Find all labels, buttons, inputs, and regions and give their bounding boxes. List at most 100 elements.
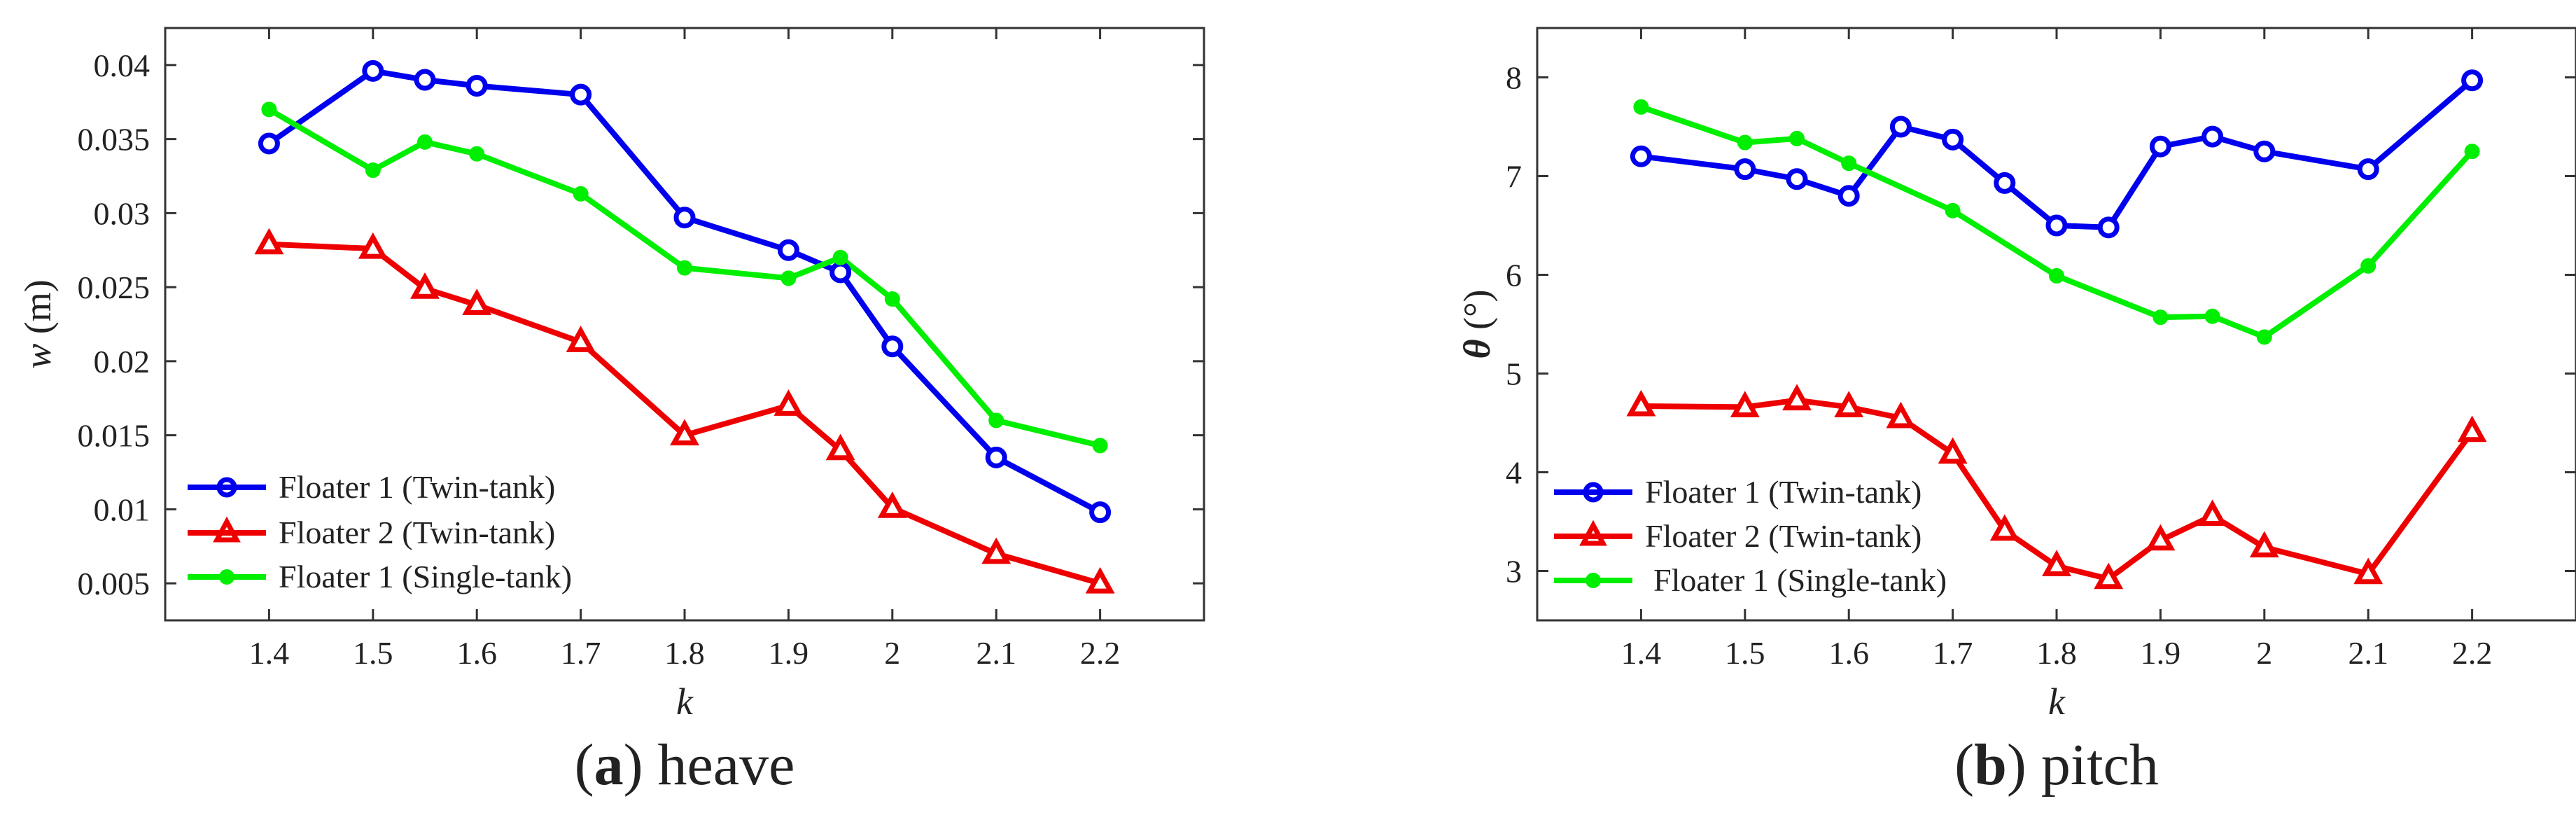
pitch-ytick-label: 6 [1506,258,1522,293]
heave-legend: Floater 1 (Twin-tank) Floater 2 (Twin-ta… [188,469,572,594]
pitch-legend-label-3: Floater 1 (Single-tank) [1653,562,1947,598]
heave-legend-marker-3 [219,569,234,585]
heave-series-2-point [566,326,596,352]
pitch-caption-label: pitch [2041,732,2159,797]
pitch-legend-marker-1 [1583,482,1604,503]
heave-x-axis-label: k [676,681,694,723]
pitch-legend-marker-3 [1586,573,1601,588]
heave-ytick-label: 0.04 [94,48,150,83]
pitch-series-2-point [2094,562,2124,590]
heave-series-2-point [462,288,492,316]
pitch-legend-marker-2 [1579,520,1607,546]
heave-series-2-point [877,492,907,518]
pitch-xtick-label: 1.4 [1621,635,1662,671]
pitch-legend-label-1: Floater 1 (Twin-tank) [1645,474,1921,510]
heave-y-axis-unit: (m) [17,279,59,343]
heave-xtick-label: 2 [884,635,900,671]
heave-series-2-point [774,389,804,416]
pitch-xtick-label: 1.8 [2036,635,2077,671]
heave-series-1-point [830,261,852,284]
heave-series-1-point [985,446,1007,468]
heave-series-2-point [254,228,284,255]
pitch-xtick-label: 2 [2256,635,2272,671]
heave-series-group [254,60,1115,594]
heave-xtick-label: 1.7 [561,635,601,671]
heave-plot-area [164,27,1205,622]
heave-series-3-point [780,270,797,286]
pitch-series-2-point [2197,499,2227,527]
pitch-legend-entry-2: Floater 2 (Twin-tank) [1554,518,1921,554]
heave-xtick-label: 1.5 [353,635,393,671]
heave-series-1-point [777,239,799,261]
heave-series-1-point [362,60,384,82]
pitch-y-axis-variable: θ [1456,340,1498,359]
heave-legend-entry-3: Floater 1 (Single-tank) [188,559,572,594]
pitch-series-3-point [2464,144,2480,160]
pitch-ytick-label: 4 [1506,455,1522,491]
pitch-series-3-point [2152,309,2169,326]
pitch-series-1-point [2461,69,2484,92]
heave-series-2-point [1085,566,1115,594]
heave-ytick-label: 0.035 [78,122,150,158]
heave-caption: (a) heave [575,732,795,797]
heave-ytick-label: 0.02 [94,344,150,379]
pitch-series-3-point [2360,258,2376,274]
heave-series-3-point [1092,438,1108,454]
heave-series-3-point [261,102,277,118]
pitch-ticks: 1.4 1.5 1.6 1.7 1.8 1.9 2 2.1 2.2 3 4 5 6 7 8 [1506,28,2576,671]
heave-caption-letter: a [594,732,624,797]
heave-legend-label-1: Floater 1 (Twin-tank) [279,469,555,505]
heave-series-2-point [358,232,388,259]
heave-y-axis-label: w (m) [17,279,59,369]
pitch-series-2-point [1626,389,1656,417]
heave-ytick-label: 0.005 [78,566,150,601]
heave-ytick-label: 0.01 [94,492,150,527]
heave-y-axis-variable: w [17,344,59,369]
heave-series-1-point [465,74,488,97]
heave-series-3-point [417,134,433,150]
heave-series-1-point [258,132,280,155]
pitch-xtick-label: 2.2 [2452,635,2493,671]
heave-series-3-point [884,291,900,307]
pitch-series-1-point [2202,125,2224,148]
pitch-series-2-point [2457,415,2487,443]
pitch-ytick-label: 8 [1506,60,1522,96]
pitch-series-1-point [2253,140,2276,162]
pitch-series-2-point [1886,401,1916,429]
pitch-series-1-point [1786,168,1808,190]
heave-series-2-point [825,433,855,461]
heave-legend-entry-2: Floater 2 (Twin-tank) [188,515,555,550]
heave-series-1-point [881,335,904,358]
heave-xtick-label: 1.6 [456,635,497,671]
pitch-series-2-point [1938,437,1968,464]
heave-series-1-point [414,69,436,91]
pitch-series-1-point [1630,145,1652,167]
heave-series-2-point [410,272,440,299]
pitch-series-1-point [1734,158,1756,181]
pitch-xtick-label: 1.7 [1933,635,1973,671]
heave-xtick-label: 1.9 [769,635,809,671]
heave-series-3-point [988,412,1004,429]
pitch-series-1-point [1942,128,1964,151]
heave-series-3-point [677,260,692,276]
heave-legend-label-2: Floater 2 (Twin-tank) [279,515,555,550]
heave-legend-label-3: Floater 1 (Single-tank) [279,559,572,594]
pitch-caption-letter: b [1974,732,2007,797]
pitch-series-2-point [1730,391,1760,417]
heave-caption-label: heave [658,732,795,797]
pitch-ytick-label: 7 [1506,159,1522,195]
pitch-y-axis-unit: (°) [1456,289,1498,339]
pitch-y-axis-label: θ (°) [1456,289,1498,358]
heave-chart-panel: 1.4 1.5 1.6 1.7 1.8 1.9 2 2.1 2.2 0.005 0.01 0.015 0… [17,27,1205,797]
pitch-series-3-point [2049,267,2064,284]
pitch-ytick-label: 5 [1506,356,1522,392]
pitch-series-1-point [2149,135,2171,158]
pitch-xtick-label: 1.6 [1828,635,1869,671]
pitch-series-3-point [1633,99,1649,115]
pitch-x-axis-label: k [2048,681,2066,723]
pitch-series-3-point [2256,329,2272,345]
heave-series-3-point [365,162,381,179]
pitch-series-group [1626,69,2487,590]
